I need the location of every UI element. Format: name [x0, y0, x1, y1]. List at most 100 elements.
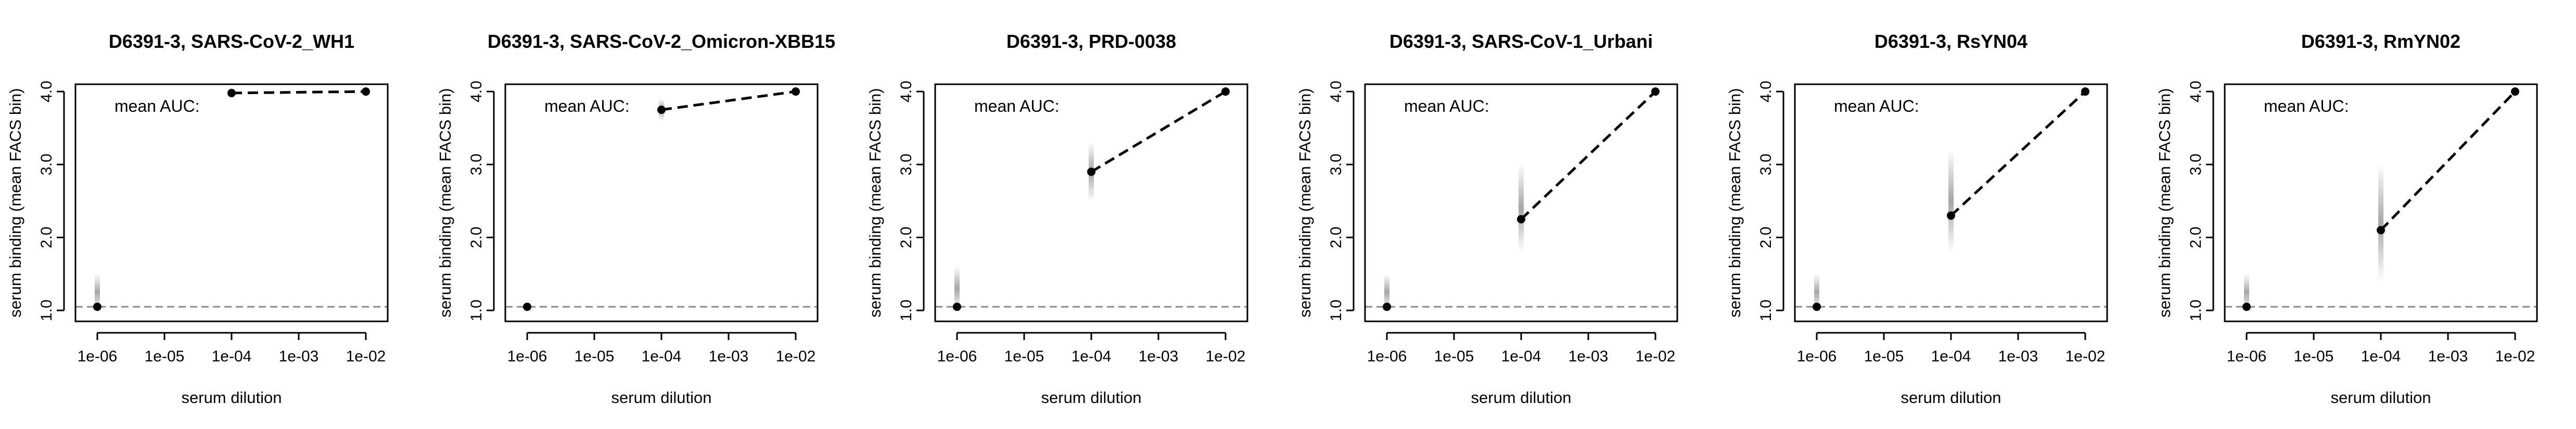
data-point: [1087, 167, 1095, 176]
data-point: [1947, 211, 1955, 220]
x-axis-label: serum dilution: [2331, 388, 2431, 407]
y-tick-label: 2.0: [1757, 227, 1775, 249]
x-tick-label: 1e-06: [1367, 348, 1407, 365]
mean-auc-label: mean AUC:: [2264, 97, 2349, 115]
data-point: [2242, 302, 2251, 311]
x-axis-label: serum dilution: [1471, 388, 1572, 407]
spread-band: [2244, 274, 2249, 310]
spread-band: [2378, 164, 2383, 281]
series-line: [231, 90, 366, 95]
x-tick-label: 1e-03: [1568, 348, 1609, 365]
y-tick-label: 3.0: [898, 153, 915, 175]
chart-title: D6391-3, SARS-CoV-1_Urbani: [1389, 31, 1653, 52]
data-point: [2511, 87, 2519, 96]
y-axis-label: serum binding (mean FACS bin): [1296, 88, 1314, 317]
spread-band: [95, 274, 100, 310]
y-tick-label: 3.0: [2187, 153, 2204, 175]
data-point: [2081, 87, 2089, 96]
chart-panel: D6391-3, RmYN02 mean AUC: 1e-06 1e-05 1e-04 1…: [2156, 31, 2538, 407]
x-tick-label: 1e-02: [2495, 348, 2535, 365]
x-tick-label: 1e-04: [2361, 348, 2401, 365]
y-tick-label: 4.0: [2187, 81, 2204, 102]
y-axis-label: serum binding (mean FACS bin): [6, 88, 24, 317]
chart-title: D6391-3, PRD-0038: [1006, 31, 1176, 52]
y-tick-label: 2.0: [898, 227, 915, 249]
y-tick-label: 2.0: [468, 227, 485, 249]
x-tick-label: 1e-06: [2227, 348, 2267, 365]
x-tick-label: 1e-02: [1636, 348, 1676, 365]
chart-title: D6391-3, RmYN02: [2301, 31, 2460, 52]
spread-band: [1519, 164, 1524, 252]
data-point: [362, 87, 370, 96]
data-point: [1517, 215, 1525, 224]
y-tick-label: 3.0: [1328, 153, 1345, 175]
chart-panel: D6391-3, RsYN04 mean AUC: 1e-06 1e-05 1e-04 1…: [1726, 31, 2108, 407]
x-tick-label: 1e-05: [1864, 348, 1904, 365]
x-tick-label: 1e-03: [279, 348, 319, 365]
mean-auc-label: mean AUC:: [1834, 97, 1919, 115]
y-tick-label: 3.0: [1757, 153, 1775, 175]
mean-auc-label: mean AUC:: [974, 97, 1060, 115]
x-axis-label: serum dilution: [1041, 388, 1142, 407]
x-tick-label: 1e-03: [1139, 348, 1179, 365]
x-tick-label: 1e-02: [776, 348, 816, 365]
x-tick-label: 1e-05: [145, 348, 185, 365]
x-tick-label: 1e-03: [1998, 348, 2038, 365]
y-tick-label: 4.0: [468, 81, 485, 102]
data-point: [657, 106, 666, 114]
x-tick-label: 1e-04: [212, 348, 252, 365]
x-tick-label: 1e-03: [709, 348, 749, 365]
data-point: [953, 302, 961, 311]
data-point: [2377, 226, 2385, 235]
mean-auc-label: mean AUC:: [114, 97, 200, 115]
y-tick-label: 1.0: [898, 300, 915, 321]
spread-band: [1384, 274, 1389, 310]
plot-frame: [934, 83, 1248, 322]
spread-band: [1948, 150, 1954, 252]
x-tick-label: 1e-04: [1931, 348, 1971, 365]
x-tick-label: 1e-02: [346, 348, 386, 365]
series-line: [1090, 90, 1227, 173]
mean-auc-label: mean AUC:: [544, 97, 630, 115]
data-point: [1651, 87, 1660, 96]
data-point: [792, 87, 800, 96]
y-tick-label: 2.0: [2187, 227, 2204, 249]
chart-title: D6391-3, RsYN04: [1874, 31, 2027, 52]
y-tick-label: 2.0: [1328, 227, 1345, 249]
data-point: [93, 302, 101, 311]
x-tick-label: 1e-06: [507, 348, 547, 365]
y-tick-label: 4.0: [38, 81, 55, 102]
chart-title: D6391-3, SARS-CoV-2_WH1: [109, 31, 354, 52]
y-tick-label: 1.0: [38, 300, 55, 321]
y-tick-label: 4.0: [1328, 81, 1345, 102]
chart-title: D6391-3, SARS-CoV-2_Omicron-XBB15: [488, 31, 835, 52]
series-line: [661, 90, 796, 111]
x-tick-label: 1e-02: [2065, 348, 2106, 365]
x-axis-label: serum dilution: [1901, 388, 2001, 407]
y-tick-label: 2.0: [38, 227, 55, 249]
x-tick-label: 1e-05: [575, 348, 615, 365]
x-axis-label: serum dilution: [182, 388, 282, 407]
data-point: [1221, 87, 1230, 96]
x-tick-label: 1e-03: [2428, 348, 2468, 365]
y-tick-label: 4.0: [1757, 81, 1775, 102]
plot-frame: [1794, 83, 2108, 322]
plot-frame: [74, 83, 389, 322]
y-tick-label: 3.0: [468, 153, 485, 175]
y-axis-label: serum binding (mean FACS bin): [436, 88, 454, 317]
x-axis-label: serum dilution: [611, 388, 712, 407]
series-line: [2380, 90, 2516, 231]
y-tick-label: 1.0: [468, 300, 485, 321]
data-point: [227, 88, 236, 97]
y-tick-label: 1.0: [1757, 300, 1775, 321]
y-tick-label: 1.0: [1328, 300, 1345, 321]
y-axis-label: serum binding (mean FACS bin): [1726, 88, 1744, 317]
y-axis-label: serum binding (mean FACS bin): [866, 88, 884, 317]
plot-frame: [504, 83, 819, 322]
x-tick-label: 1e-06: [78, 348, 118, 365]
data-point: [1813, 302, 1821, 311]
y-tick-label: 1.0: [2187, 300, 2204, 321]
